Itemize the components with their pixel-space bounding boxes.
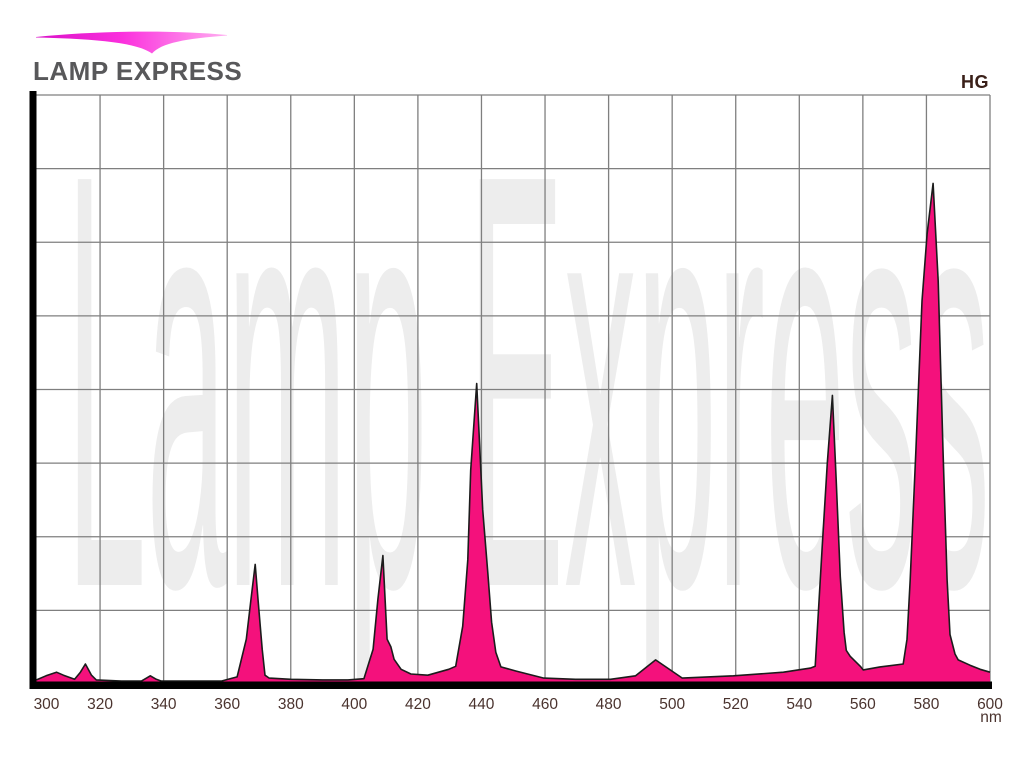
y-axis (29, 91, 37, 689)
logo-swoosh-icon (36, 31, 227, 54)
watermark: Lamp Express (66, 52, 990, 714)
spectrum-area (36, 182, 991, 684)
x-tick-label: 320 (87, 696, 113, 713)
spectrum-curve-outline (36, 182, 991, 682)
x-tick-label: 540 (786, 696, 812, 713)
x-tick-label: 420 (405, 696, 431, 713)
x-tick-label: 400 (341, 696, 367, 713)
x-tick-label: 380 (278, 696, 304, 713)
x-tick-label: 520 (723, 696, 749, 713)
x-tick-label: 600 (977, 696, 1003, 713)
x-tick-label: 580 (913, 696, 939, 713)
x-axis (29, 681, 992, 689)
x-tick-labels: 300 320 340 360 380 400 420 440 460 480 500 520 540 5… (34, 696, 1004, 713)
x-tick-label: 480 (596, 696, 622, 713)
x-tick-label: 300 (34, 696, 60, 713)
lamp-type-label: HG (961, 72, 989, 92)
x-tick-label: 500 (659, 696, 685, 713)
x-tick-label: 560 (850, 696, 876, 713)
x-axis-unit-label: nm (980, 709, 1002, 726)
x-tick-label: 340 (151, 696, 177, 713)
x-tick-label: 460 (532, 696, 558, 713)
logo-text: LAMP EXPRESS (33, 56, 242, 86)
spectrum-chart: Lamp Express 300 320 340 360 380 400 420 440 460… (29, 52, 1004, 726)
x-tick-label: 360 (214, 696, 240, 713)
x-tick-label: 440 (469, 696, 495, 713)
